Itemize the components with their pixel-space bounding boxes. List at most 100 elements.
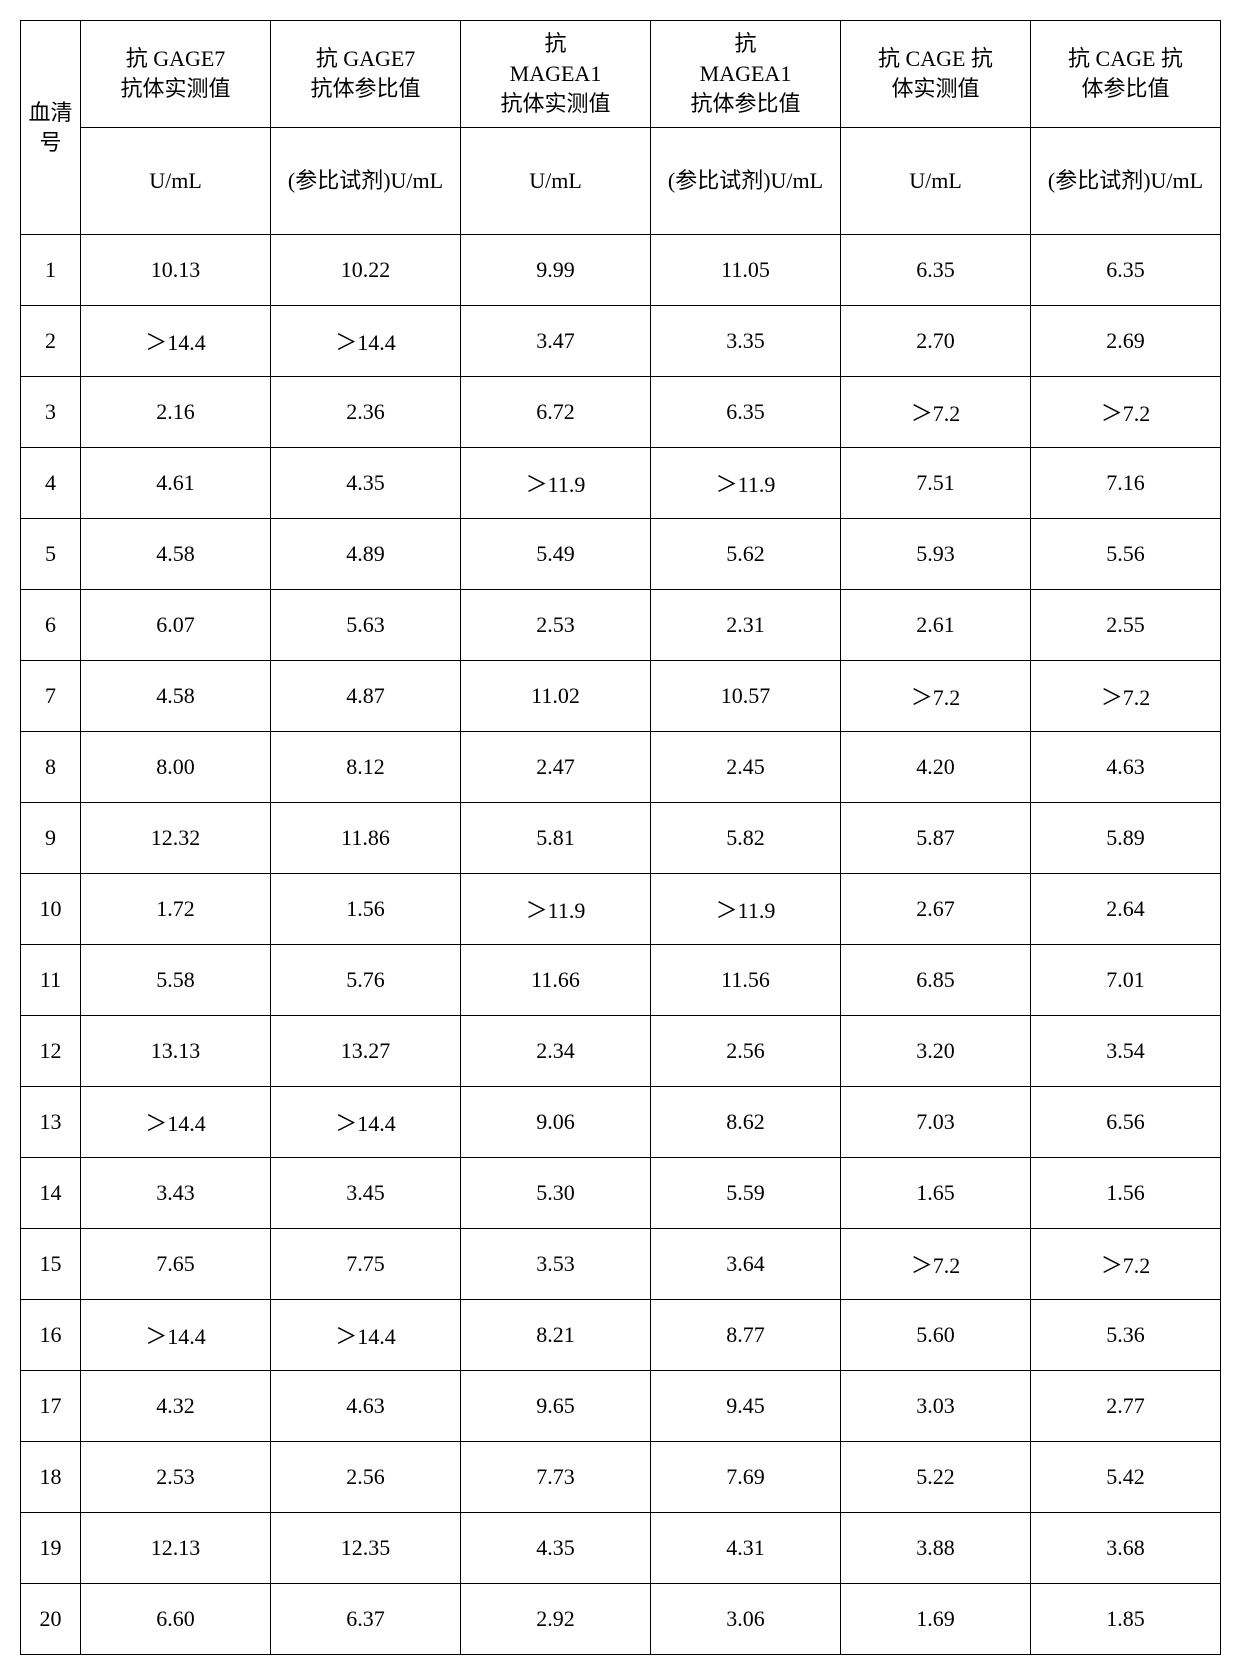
serum-id-cell: 12 (21, 1016, 81, 1087)
data-cell: 4.87 (271, 661, 461, 732)
data-cell: 2.61 (841, 590, 1031, 661)
data-cell: ＞7.2 (841, 377, 1031, 448)
data-cell: 7.65 (81, 1229, 271, 1300)
data-cell: 5.82 (651, 803, 841, 874)
data-cell: 11.05 (651, 235, 841, 306)
table-body: 110.1310.229.9911.056.356.352＞14.4＞14.43… (21, 235, 1221, 1655)
data-cell: 9.45 (651, 1371, 841, 1442)
data-cell: ＞14.4 (271, 1087, 461, 1158)
data-cell: 8.62 (651, 1087, 841, 1158)
table-row: 2＞14.4＞14.43.473.352.702.69 (21, 306, 1221, 377)
serum-id-cell: 6 (21, 590, 81, 661)
data-cell: 2.56 (651, 1016, 841, 1087)
data-cell: 12.13 (81, 1513, 271, 1584)
data-cell: 2.77 (1031, 1371, 1221, 1442)
data-cell: 5.42 (1031, 1442, 1221, 1513)
table-row: 13＞14.4＞14.49.068.627.036.56 (21, 1087, 1221, 1158)
data-cell: 7.01 (1031, 945, 1221, 1016)
data-cell: 4.35 (461, 1513, 651, 1584)
data-cell: 2.45 (651, 732, 841, 803)
data-cell: 8.21 (461, 1300, 651, 1371)
data-cell: ＞11.9 (461, 448, 651, 519)
data-cell: 2.67 (841, 874, 1031, 945)
data-cell: 2.31 (651, 590, 841, 661)
data-cell: 5.30 (461, 1158, 651, 1229)
col-unit-magea1-reference: (参比试剂)U/mL (651, 128, 841, 235)
data-cell: 2.70 (841, 306, 1031, 377)
data-cell: 4.61 (81, 448, 271, 519)
table-row: 182.532.567.737.695.225.42 (21, 1442, 1221, 1513)
table-row: 1912.1312.354.354.313.883.68 (21, 1513, 1221, 1584)
serum-id-cell: 10 (21, 874, 81, 945)
table-row: 74.584.8711.0210.57＞7.2＞7.2 (21, 661, 1221, 732)
data-cell: ＞14.4 (81, 306, 271, 377)
data-cell: 2.53 (81, 1442, 271, 1513)
data-cell: 4.58 (81, 661, 271, 732)
col-unit-cage-reference: (参比试剂)U/mL (1031, 128, 1221, 235)
data-cell: 3.54 (1031, 1016, 1221, 1087)
data-cell: 2.36 (271, 377, 461, 448)
data-cell: 3.47 (461, 306, 651, 377)
data-cell: 6.60 (81, 1584, 271, 1655)
serum-id-cell: 17 (21, 1371, 81, 1442)
col-header-magea1-reference: 抗MAGEA1抗体参比值 (651, 21, 841, 128)
table-row: 912.3211.865.815.825.875.89 (21, 803, 1221, 874)
serum-id-cell: 2 (21, 306, 81, 377)
col-unit-gage7-reference: (参比试剂)U/mL (271, 128, 461, 235)
table-row: 206.606.372.923.061.691.85 (21, 1584, 1221, 1655)
serum-id-cell: 11 (21, 945, 81, 1016)
table-row: 16＞14.4＞14.48.218.775.605.36 (21, 1300, 1221, 1371)
table-row: 66.075.632.532.312.612.55 (21, 590, 1221, 661)
data-cell: 1.56 (271, 874, 461, 945)
table-row: 54.584.895.495.625.935.56 (21, 519, 1221, 590)
data-cell: 5.60 (841, 1300, 1031, 1371)
data-cell: 7.69 (651, 1442, 841, 1513)
data-cell: 6.35 (1031, 235, 1221, 306)
data-cell: 5.89 (1031, 803, 1221, 874)
table-row: 115.585.7611.6611.566.857.01 (21, 945, 1221, 1016)
data-cell: 3.53 (461, 1229, 651, 1300)
data-cell: ＞11.9 (651, 448, 841, 519)
data-cell: 5.62 (651, 519, 841, 590)
data-cell: 1.69 (841, 1584, 1031, 1655)
serum-id-cell: 16 (21, 1300, 81, 1371)
data-cell: 6.35 (651, 377, 841, 448)
data-cell: 7.75 (271, 1229, 461, 1300)
data-cell: 1.85 (1031, 1584, 1221, 1655)
data-cell: 1.72 (81, 874, 271, 945)
data-cell: 2.92 (461, 1584, 651, 1655)
data-cell: 6.85 (841, 945, 1031, 1016)
data-cell: 3.45 (271, 1158, 461, 1229)
col-header-cage-measured: 抗 CAGE 抗体实测值 (841, 21, 1031, 128)
data-cell: 3.03 (841, 1371, 1031, 1442)
data-cell: 6.37 (271, 1584, 461, 1655)
table-row: 174.324.639.659.453.032.77 (21, 1371, 1221, 1442)
data-cell: 5.87 (841, 803, 1031, 874)
data-cell: ＞14.4 (81, 1300, 271, 1371)
data-cell: ＞11.9 (651, 874, 841, 945)
data-cell: ＞14.4 (271, 306, 461, 377)
data-cell: 10.57 (651, 661, 841, 732)
data-cell: ＞11.9 (461, 874, 651, 945)
data-cell: 3.35 (651, 306, 841, 377)
data-cell: 4.32 (81, 1371, 271, 1442)
data-cell: 2.16 (81, 377, 271, 448)
table-row: 32.162.366.726.35＞7.2＞7.2 (21, 377, 1221, 448)
col-header-magea1-measured: 抗MAGEA1抗体实测值 (461, 21, 651, 128)
col-unit-magea1-measured: U/mL (461, 128, 651, 235)
col-header-gage7-measured: 抗 GAGE7抗体实测值 (81, 21, 271, 128)
data-cell: 4.35 (271, 448, 461, 519)
data-cell: 11.02 (461, 661, 651, 732)
table-row: 88.008.122.472.454.204.63 (21, 732, 1221, 803)
data-cell: 3.88 (841, 1513, 1031, 1584)
serum-id-cell: 5 (21, 519, 81, 590)
data-cell: 13.27 (271, 1016, 461, 1087)
data-cell: 11.86 (271, 803, 461, 874)
data-cell: 3.68 (1031, 1513, 1221, 1584)
data-cell: ＞7.2 (841, 661, 1031, 732)
serum-id-cell: 3 (21, 377, 81, 448)
data-cell: 8.12 (271, 732, 461, 803)
serum-id-cell: 1 (21, 235, 81, 306)
serum-id-cell: 8 (21, 732, 81, 803)
data-cell: 4.89 (271, 519, 461, 590)
